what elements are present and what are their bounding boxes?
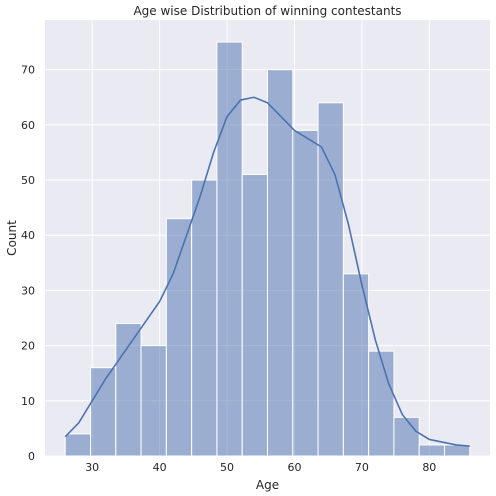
histogram-bar xyxy=(418,444,445,457)
histogram-bars xyxy=(64,41,471,457)
y-axis-title: Count xyxy=(5,220,19,256)
histogram-bar xyxy=(267,69,294,457)
x-tick-label: 30 xyxy=(85,461,99,474)
x-axis-title: Age xyxy=(256,478,279,492)
y-tick-label: 60 xyxy=(21,119,35,132)
histogram-bar xyxy=(216,41,243,457)
x-tick-label: 40 xyxy=(153,461,167,474)
y-tick-label: 40 xyxy=(21,229,35,242)
y-tick-label: 30 xyxy=(21,284,35,297)
kde-line xyxy=(64,96,470,447)
y-tick-label: 20 xyxy=(21,340,35,353)
x-tick-label: 70 xyxy=(355,461,369,474)
y-tick-label: 50 xyxy=(21,174,35,187)
chart-title: Age wise Distribution of winning contest… xyxy=(133,4,401,18)
y-tick-label: 10 xyxy=(21,395,35,408)
histogram-bar xyxy=(241,174,269,457)
y-tick-labels: 0 10 20 30 40 50 60 70 xyxy=(21,64,35,463)
x-tick-label: 60 xyxy=(287,461,301,474)
histogram-bar xyxy=(292,129,319,457)
histogram-bar xyxy=(393,416,420,457)
x-tick-label: 50 xyxy=(220,461,234,474)
y-tick-label: 70 xyxy=(21,64,35,77)
histogram-bar xyxy=(443,444,471,457)
histogram-bar xyxy=(115,323,142,457)
histogram-bar xyxy=(342,273,370,457)
histogram-bar xyxy=(64,433,92,457)
histogram-bar xyxy=(191,179,218,457)
histogram-bar xyxy=(140,345,167,457)
histogram-bar xyxy=(368,350,395,457)
x-tick-labels: 30 40 50 60 70 80 xyxy=(85,461,436,474)
y-tick-label: 0 xyxy=(28,450,35,463)
x-tick-label: 80 xyxy=(422,461,436,474)
histogram-bar xyxy=(165,218,193,457)
histogram-bar xyxy=(317,102,344,457)
histogram-bar xyxy=(90,367,117,457)
